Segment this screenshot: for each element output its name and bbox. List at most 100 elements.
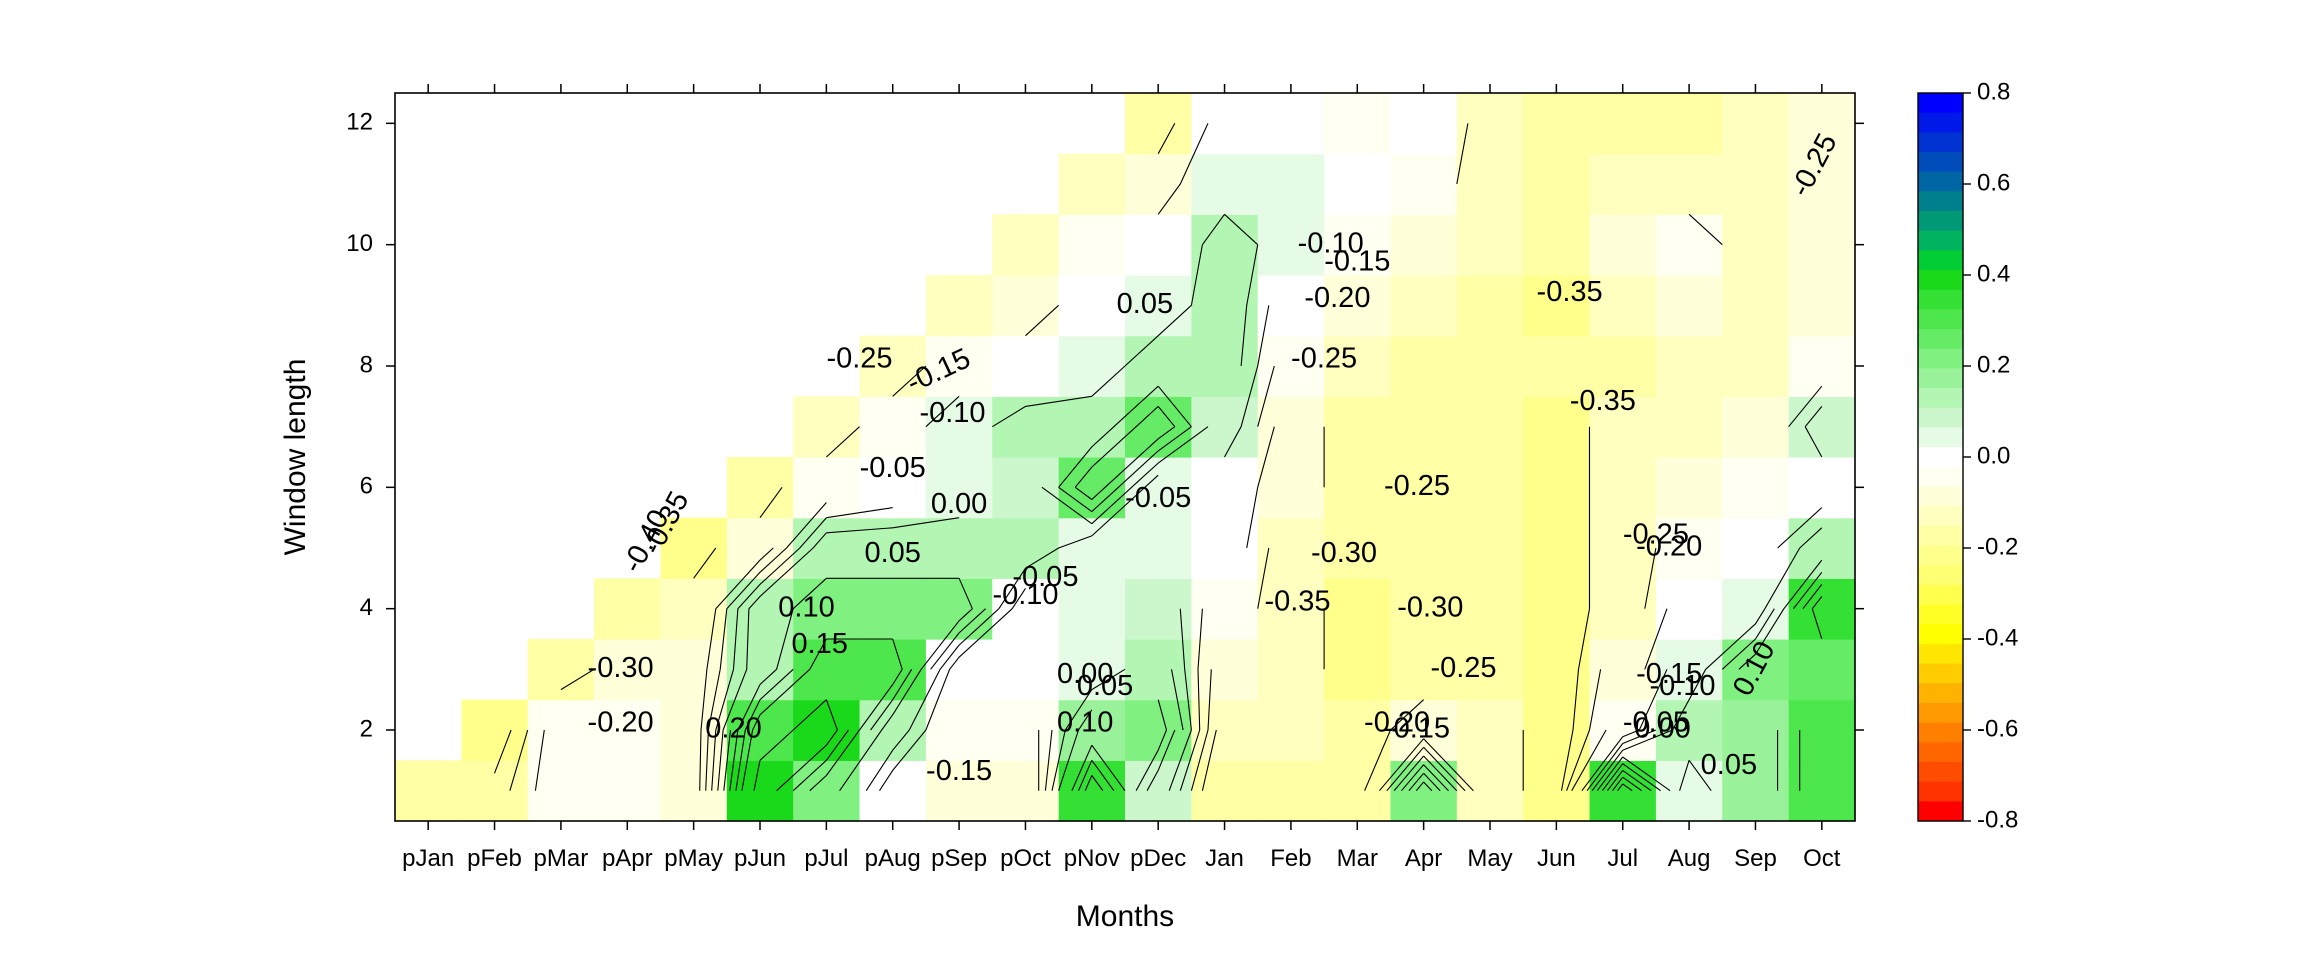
heatmap-cell (1722, 275, 1790, 337)
heatmap-cell (1722, 93, 1790, 155)
heatmap-cell (660, 760, 728, 822)
colorbar-swatch (1918, 93, 1963, 114)
heatmap-cell (1058, 275, 1126, 337)
heatmap-cell (660, 639, 728, 701)
heatmap-cell (1722, 396, 1790, 458)
contour-label: -0.15 (1636, 658, 1702, 690)
heatmap-cell (1456, 335, 1524, 397)
contour-label: -0.10 (1649, 670, 1715, 702)
heatmap-cell (1655, 335, 1723, 397)
x-tick-label: Aug (1668, 845, 1711, 872)
heatmap-cell (1257, 93, 1325, 155)
contour-label: -0.25 (1384, 470, 1450, 502)
heatmap-cell (660, 517, 728, 579)
contour-line (493, 426, 1591, 791)
heatmap-cell (1058, 760, 1126, 822)
x-tick-label: pOct (1000, 845, 1051, 872)
heatmap-cell (461, 760, 529, 822)
colorbar-swatch (1918, 348, 1963, 370)
colorbar-swatch (1918, 211, 1963, 232)
contour-label: -0.25 (826, 343, 892, 375)
heatmap-cell (1125, 275, 1192, 337)
x-tick-label: pMar (534, 845, 589, 872)
colorbar-swatch (1918, 624, 1963, 645)
heatmap-cell (1655, 699, 1723, 761)
heatmap-cell (594, 760, 662, 822)
heatmap-cell (1722, 517, 1790, 579)
x-tick-label: Mar (1337, 845, 1378, 872)
heatmap-cell (461, 699, 529, 761)
contour-label: -0.05 (1012, 561, 1078, 593)
y-tick-label: 10 (346, 230, 373, 257)
heatmap-cell (1788, 578, 1856, 640)
x-tick-label: pNov (1064, 845, 1120, 872)
contour-labels: -0.40-0.35-0.30-0.20-0.25 -0.15-0.10-0.05… (588, 128, 1844, 787)
heatmap-cell (1058, 578, 1126, 640)
y-tick-label: 12 (346, 109, 373, 136)
heatmap-cell (1125, 153, 1192, 215)
heatmap-cell (1058, 517, 1126, 579)
heatmap-cell (1125, 699, 1192, 761)
contour-label: -0.05 (1125, 482, 1191, 514)
heatmap-cell (1655, 275, 1723, 337)
heatmap-cell (1456, 457, 1524, 519)
colorbar-swatch (1918, 250, 1963, 271)
contour-label: -0.25 (1291, 343, 1357, 375)
heatmap-cell (1788, 517, 1856, 579)
colorbar-swatch (1918, 742, 1963, 763)
colorbar-tick-label: -0.2 (1977, 533, 2018, 560)
heatmap-cell (925, 335, 993, 397)
heatmap-cell (1390, 153, 1458, 215)
heatmap-cell (859, 578, 927, 640)
colorbar-swatch (1918, 447, 1963, 468)
heatmap-cell (1589, 699, 1657, 761)
heatmap-cell (992, 335, 1060, 397)
contour-label: -0.25 (1623, 519, 1689, 551)
heatmap-cell (1058, 396, 1126, 458)
heatmap-cell (1125, 517, 1192, 579)
heatmap-cell (1058, 214, 1126, 276)
contour-line (717, 213, 1823, 792)
contour-label: -0.20 (1364, 707, 1430, 739)
heatmap-cell (1523, 396, 1591, 458)
heatmap-cell (1655, 517, 1723, 579)
y-tick-label: 2 (360, 715, 373, 742)
heatmap-cell (1788, 335, 1856, 397)
y-axis: 2 4 6 8 10 12 (346, 109, 1864, 742)
heatmap-cell (859, 639, 927, 701)
heatmap-cell (594, 699, 662, 761)
colorbar-swatch (1918, 683, 1963, 704)
colorbar: 0.8 0.6 0.4 0.2 0.0 -0.2 -0.4 -0.6 -0.8 (1917, 78, 2018, 833)
contour-label: 0.00 (1057, 658, 1113, 690)
contour-label: -0.35 (1537, 276, 1603, 308)
colorbar-swatch (1918, 722, 1963, 743)
colorbar-swatch (1918, 702, 1963, 724)
heatmap-cell (1523, 214, 1591, 276)
heatmap-cell (1655, 578, 1723, 640)
heatmap-cell (1788, 214, 1856, 276)
colorbar-swatch (1918, 368, 1963, 389)
heatmap-cell (859, 699, 927, 761)
contour-label: 0.05 (1117, 288, 1173, 320)
contour-lines (493, 123, 1823, 792)
colorbar-swatch (1918, 191, 1963, 212)
contour-label: -0.05 (1623, 707, 1689, 739)
y-tick-label: 6 (360, 473, 373, 500)
colorbar-swatch (1918, 171, 1963, 192)
colorbar-swatch (1918, 112, 1963, 133)
heatmap-cell (1589, 93, 1657, 155)
heatmap-cell (1523, 93, 1591, 155)
heatmap-cell (1191, 153, 1259, 215)
heatmap-cell (1523, 699, 1591, 761)
heatmap-cell (1324, 93, 1392, 155)
heatmap-cell (594, 639, 662, 701)
colorbar-swatch (1918, 525, 1963, 547)
colorbar-swatch (1918, 506, 1963, 527)
heatmap-cell (992, 396, 1060, 458)
contour-label: -0.20 (1304, 282, 1370, 314)
x-tick-label: pJul (804, 845, 848, 872)
x-tick-label: pJun (734, 845, 786, 872)
y-axis-title: Window length (279, 359, 312, 556)
heatmap-cell (1191, 760, 1259, 822)
